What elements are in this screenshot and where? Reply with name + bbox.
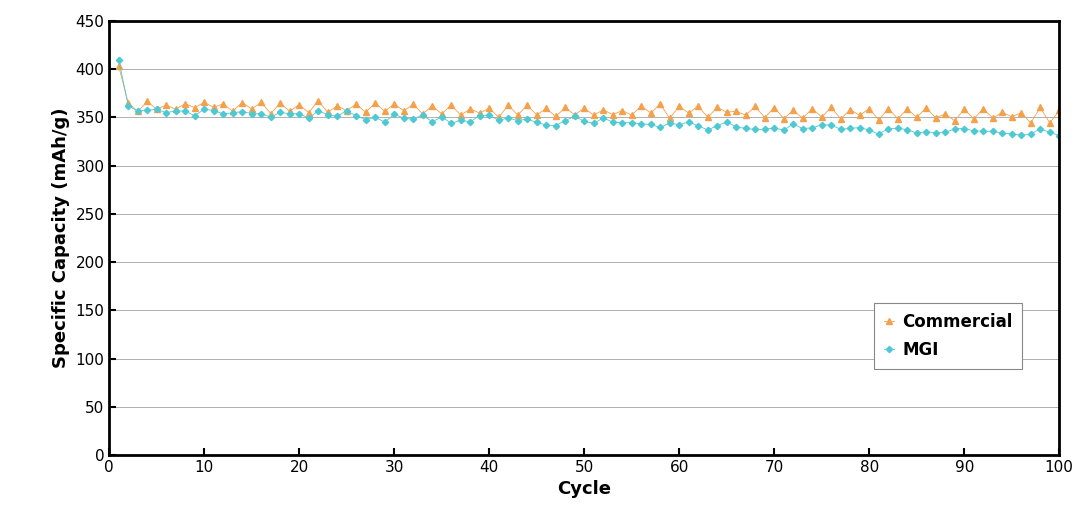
MGI xyxy=(673,122,686,128)
MGI xyxy=(331,113,344,119)
Line: MGI: MGI xyxy=(117,58,1061,138)
Commercial xyxy=(331,103,344,109)
Commercial xyxy=(293,101,306,108)
MGI xyxy=(293,110,306,117)
MGI xyxy=(1005,131,1018,137)
Commercial xyxy=(976,106,989,112)
Commercial xyxy=(1024,120,1037,126)
Line: Commercial: Commercial xyxy=(116,64,1061,126)
Commercial xyxy=(596,107,609,113)
MGI xyxy=(112,56,126,63)
MGI xyxy=(596,115,609,121)
MGI xyxy=(1053,132,1066,139)
Commercial xyxy=(112,63,126,70)
Commercial xyxy=(673,103,686,109)
MGI xyxy=(976,128,989,134)
X-axis label: Cycle: Cycle xyxy=(557,481,612,498)
Commercial xyxy=(1005,113,1018,120)
Commercial xyxy=(1053,107,1066,113)
Legend: Commercial, MGI: Commercial, MGI xyxy=(874,302,1022,369)
Y-axis label: Specific Capacity (mAh/g): Specific Capacity (mAh/g) xyxy=(51,108,70,368)
